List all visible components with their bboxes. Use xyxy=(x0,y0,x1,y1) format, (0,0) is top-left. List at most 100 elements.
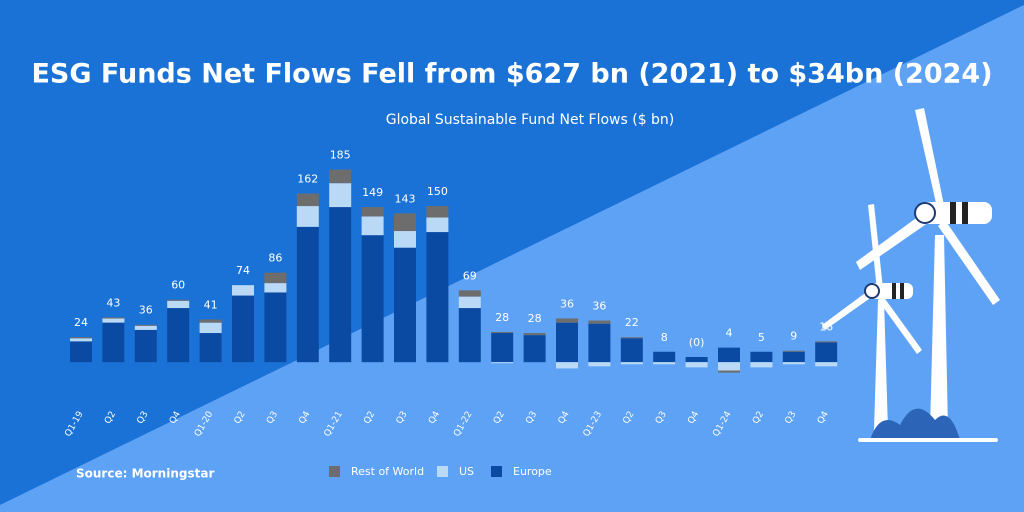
bar-segment xyxy=(167,299,190,301)
bar-segment xyxy=(426,217,449,233)
chart-title: ESG Funds Net Flows Fell from $627 bn (2… xyxy=(31,59,992,90)
bar-segment xyxy=(782,351,805,363)
total-label: 28 xyxy=(495,311,509,324)
bar-segment xyxy=(264,283,287,293)
bar-segment xyxy=(264,292,287,363)
bar-segment xyxy=(102,317,125,319)
bar-segment xyxy=(296,193,319,207)
legend-swatch xyxy=(437,466,448,477)
bar-segment xyxy=(588,323,611,363)
bar-segment xyxy=(264,272,287,284)
bar-segment xyxy=(458,308,481,363)
bar-segment xyxy=(815,341,838,343)
total-label: 150 xyxy=(427,185,448,198)
total-label: 5 xyxy=(758,331,765,344)
bar-segment xyxy=(167,308,190,363)
bar-segment xyxy=(361,216,384,236)
bar-segment xyxy=(296,226,319,363)
bar-segment xyxy=(685,356,708,363)
bar-segment xyxy=(296,206,319,227)
total-label: 8 xyxy=(661,331,668,344)
bar-segment xyxy=(134,325,157,330)
total-label: 36 xyxy=(560,297,574,310)
bar-segment xyxy=(329,207,352,363)
bar-segment xyxy=(491,331,514,334)
bar-segment xyxy=(199,322,222,334)
total-label: 149 xyxy=(362,186,383,199)
source-note: Source: Morningstar xyxy=(76,467,214,481)
total-label: 60 xyxy=(171,279,185,292)
total-label: 9 xyxy=(790,330,797,343)
bar-segment xyxy=(394,213,416,232)
total-label: (0) xyxy=(689,336,705,349)
bar-segment xyxy=(620,337,643,339)
bar-segment xyxy=(102,322,125,363)
bar-segment xyxy=(815,342,838,363)
bar-segment xyxy=(718,362,740,371)
bar-segment xyxy=(588,362,611,367)
total-label: 16 xyxy=(819,320,833,333)
total-label: 4 xyxy=(726,327,733,340)
bar-segment xyxy=(102,318,125,323)
bar-segment xyxy=(815,362,838,367)
total-label: 162 xyxy=(297,173,318,186)
total-label: 28 xyxy=(528,312,542,325)
bar-segment xyxy=(394,247,416,363)
bar-segment xyxy=(232,285,254,296)
bar-segment xyxy=(70,337,92,339)
total-label: 185 xyxy=(330,149,351,162)
bar-segment xyxy=(782,362,805,365)
bar-segment xyxy=(523,335,546,363)
bar-segment xyxy=(653,351,676,363)
bar-segment xyxy=(620,362,643,365)
bar-segment xyxy=(588,320,611,324)
bar-segment xyxy=(620,338,643,363)
bar-segment xyxy=(458,290,481,297)
total-label: 74 xyxy=(236,264,250,277)
legend-swatch xyxy=(329,466,340,477)
bar-segment xyxy=(426,206,449,218)
bar-segment xyxy=(491,362,514,364)
total-label: 43 xyxy=(106,296,120,309)
bar-segment xyxy=(782,350,805,352)
legend-label: US xyxy=(459,465,474,478)
bar-segment xyxy=(556,318,578,323)
bar-segment xyxy=(426,232,449,363)
bar-segment xyxy=(134,329,157,363)
bar-segment xyxy=(394,231,416,248)
wind-turbines xyxy=(822,108,1000,442)
total-label: 41 xyxy=(204,299,218,312)
bar-segment xyxy=(718,347,740,363)
bar-segment xyxy=(329,183,352,208)
total-label: 36 xyxy=(139,304,153,317)
bar-segment xyxy=(458,296,481,309)
total-label: 143 xyxy=(395,192,416,205)
bar-segment xyxy=(523,333,546,336)
bar-segment xyxy=(685,362,708,368)
legend-swatch xyxy=(491,466,502,477)
bar-segment xyxy=(232,295,254,363)
total-label: 69 xyxy=(463,269,477,282)
legend-label: Europe xyxy=(513,465,552,478)
total-label: 86 xyxy=(268,252,282,265)
chart-subtitle: Global Sustainable Fund Net Flows ($ bn) xyxy=(386,112,675,128)
bar-segment xyxy=(70,341,92,363)
bar-segment xyxy=(491,333,514,363)
bar-segment xyxy=(134,324,157,326)
bar-segment xyxy=(556,362,578,369)
bar-segment xyxy=(718,370,740,373)
bar-segment xyxy=(199,319,222,323)
bar-segment xyxy=(199,333,222,363)
bar-segment xyxy=(361,235,384,363)
total-label: 24 xyxy=(74,316,88,329)
legend-label: Rest of World xyxy=(351,465,424,478)
bar-segment xyxy=(750,351,773,363)
total-label: 22 xyxy=(625,316,639,329)
bar-segment xyxy=(167,300,190,309)
bar-segment xyxy=(556,322,578,363)
bar-segment xyxy=(70,338,92,342)
bar-segment xyxy=(329,169,352,184)
bar-segment xyxy=(361,207,384,217)
